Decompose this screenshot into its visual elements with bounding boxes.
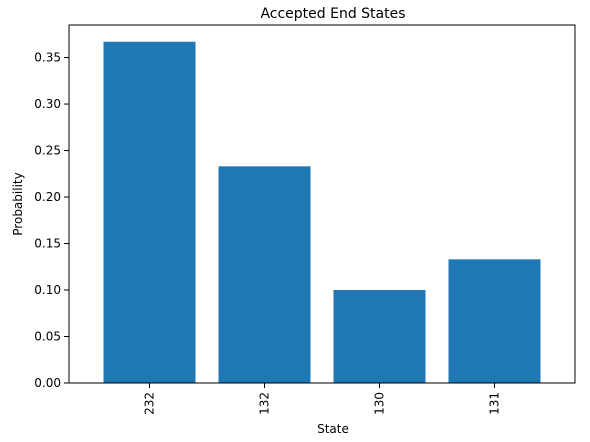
y-tick-label: 0.10	[34, 283, 61, 297]
x-tick-label: 232	[143, 392, 157, 415]
y-tick-label: 0.25	[34, 144, 61, 158]
chart-title: Accepted End States	[260, 6, 405, 22]
bar-131	[448, 259, 541, 383]
x-tick-label: 131	[488, 392, 502, 415]
y-tick-label: 0.30	[34, 97, 61, 111]
y-tick-label: 0.00	[34, 376, 61, 390]
y-tick-label: 0.20	[34, 190, 61, 204]
y-tick-label: 0.35	[34, 51, 61, 65]
bars-group	[103, 41, 541, 383]
bar-130	[333, 290, 426, 383]
y-tick-label: 0.15	[34, 237, 61, 251]
y-axis-ticks: 0.00 0.05 0.10 0.15 0.20 0.25 0.30 0.35	[34, 51, 69, 390]
x-axis-ticks: 232 132 130 131	[143, 383, 502, 415]
x-tick-label: 130	[373, 392, 387, 415]
x-axis-label: State	[317, 422, 349, 436]
y-axis-label: Probability	[11, 172, 25, 235]
y-tick-label: 0.05	[34, 330, 61, 344]
bar-232	[103, 41, 196, 383]
plot-frame	[68, 24, 576, 384]
bar-132	[218, 166, 311, 383]
x-tick-label: 132	[258, 392, 272, 415]
